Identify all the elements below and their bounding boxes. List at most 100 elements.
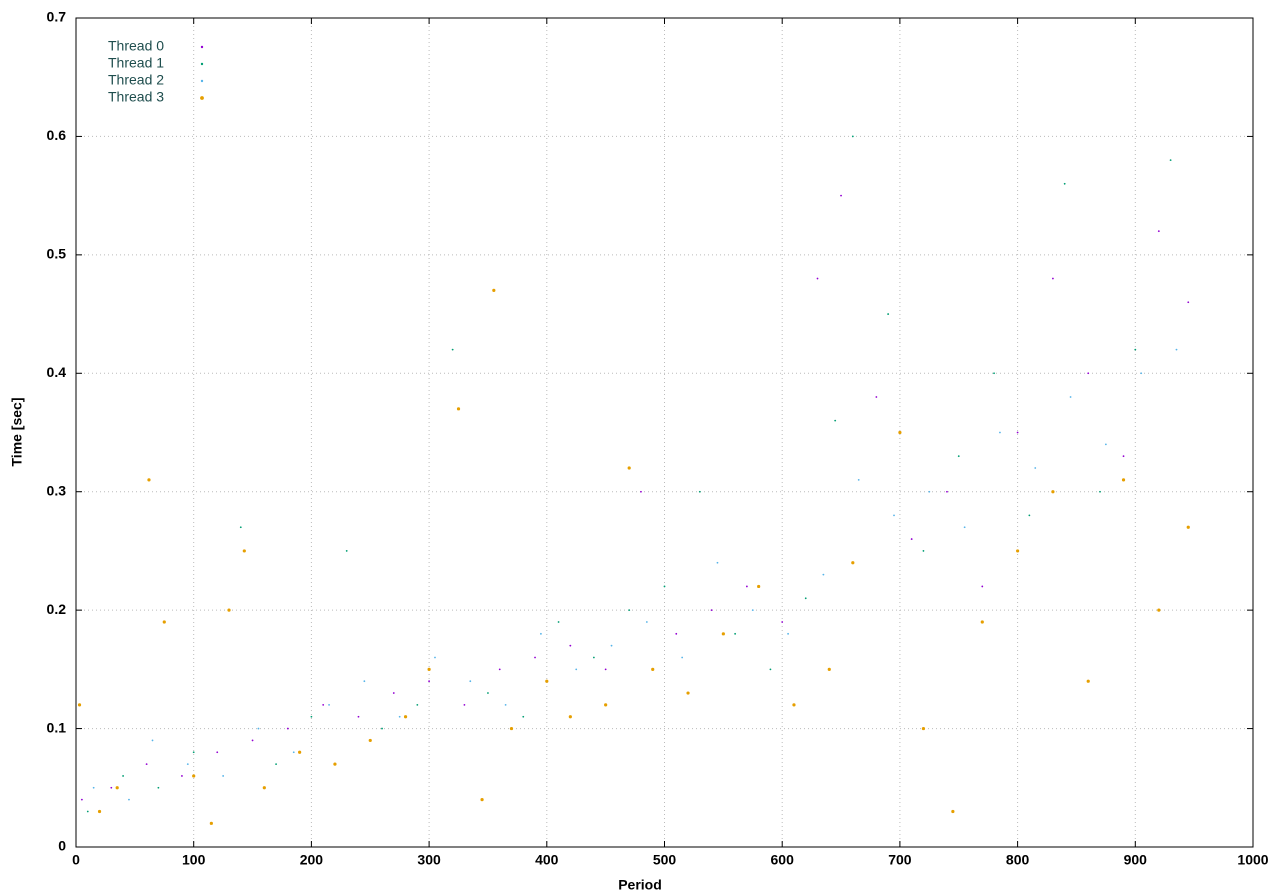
point [816, 277, 819, 280]
point [781, 621, 784, 623]
point [851, 135, 854, 138]
x-tick-label: 600 [771, 852, 795, 868]
point [769, 668, 772, 671]
legend-marker [200, 79, 204, 83]
point [504, 703, 507, 706]
x-tick-label: 400 [535, 852, 559, 868]
point [963, 526, 966, 529]
point [1157, 608, 1161, 612]
point [834, 419, 837, 422]
point [292, 751, 295, 754]
point [403, 715, 408, 719]
point [951, 809, 955, 814]
point [286, 727, 289, 730]
point [921, 726, 926, 731]
point [1063, 182, 1066, 185]
point [509, 726, 514, 731]
point [151, 739, 154, 742]
point [86, 810, 89, 813]
point [357, 715, 360, 718]
point [568, 715, 572, 719]
point [645, 621, 648, 623]
point [145, 763, 148, 765]
y-tick-label: 0.6 [47, 127, 67, 143]
point [192, 774, 196, 778]
legend-marker [200, 62, 204, 66]
point [557, 621, 560, 623]
point [192, 751, 195, 754]
point [545, 679, 549, 683]
point [1051, 490, 1055, 494]
point [822, 573, 825, 576]
y-axis-label: Time [sec] [9, 398, 25, 467]
point [957, 455, 960, 458]
point [128, 798, 130, 801]
y-tick-label: 0 [58, 838, 66, 854]
point [363, 680, 366, 683]
point [569, 644, 572, 647]
point [628, 609, 631, 612]
point [840, 194, 842, 197]
point [946, 490, 948, 493]
point [209, 821, 213, 825]
point [227, 608, 231, 612]
point [262, 786, 266, 790]
point [428, 680, 430, 683]
point [604, 703, 608, 707]
point [251, 739, 254, 742]
x-tick-label: 900 [1124, 852, 1148, 868]
point [492, 288, 496, 292]
point [981, 585, 984, 588]
point [1169, 159, 1172, 162]
y-tick-label: 0.3 [47, 482, 67, 498]
point [1134, 348, 1137, 351]
legend-marker [200, 96, 204, 100]
point [310, 715, 313, 718]
plot-frame [75, 17, 1254, 848]
point [993, 372, 995, 375]
point [710, 609, 713, 612]
point [110, 786, 113, 789]
point [1069, 396, 1072, 398]
legend-label: Thread 3 [108, 89, 164, 105]
point [534, 656, 536, 659]
legend-label: Thread 1 [108, 55, 164, 71]
point [480, 798, 484, 802]
point [1016, 549, 1020, 553]
point [147, 478, 151, 482]
point [222, 775, 225, 777]
point [463, 703, 466, 706]
y-tick-label: 0.5 [47, 246, 67, 262]
point [298, 750, 302, 754]
point [239, 526, 242, 529]
point [604, 668, 607, 671]
point [162, 620, 166, 624]
point [77, 703, 82, 707]
point [893, 514, 895, 517]
point [1087, 372, 1090, 375]
point [1104, 443, 1107, 446]
point [333, 762, 337, 766]
point [1157, 230, 1160, 233]
point [80, 798, 83, 801]
point [922, 550, 925, 552]
point [181, 775, 183, 777]
point [469, 680, 472, 683]
point [675, 632, 678, 635]
point [487, 692, 489, 694]
x-tick-label: 200 [300, 852, 324, 868]
x-tick-label: 0 [72, 852, 80, 868]
point [1186, 525, 1190, 529]
point [887, 313, 890, 315]
point [1099, 490, 1101, 493]
point [1175, 348, 1178, 351]
point [792, 703, 796, 707]
point [999, 431, 1001, 434]
point [851, 561, 855, 565]
legend-label: Thread 2 [108, 72, 164, 88]
point [928, 490, 931, 493]
point [651, 667, 655, 671]
legend-marker [200, 45, 204, 49]
point [910, 538, 913, 540]
point [716, 561, 719, 564]
